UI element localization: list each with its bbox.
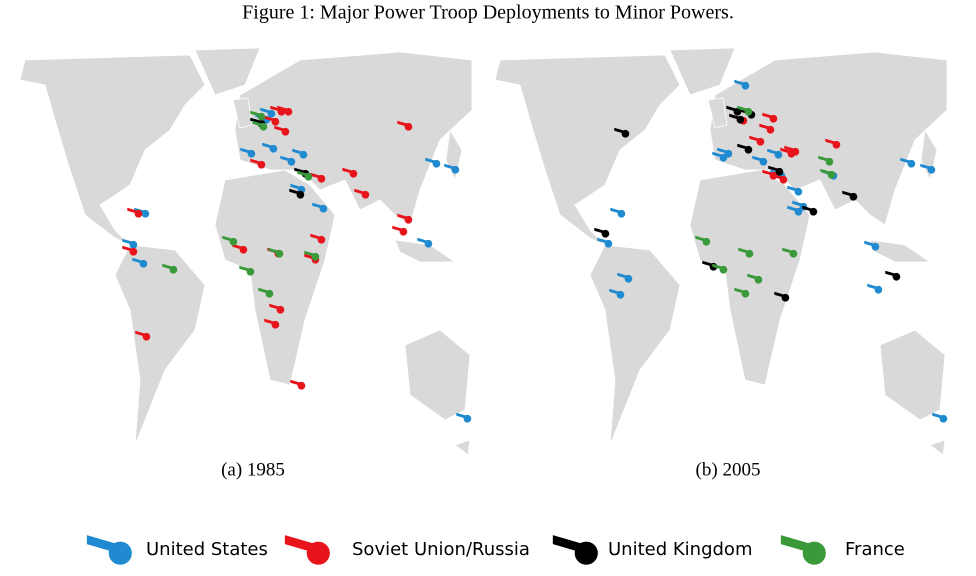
legend-label: United Kingdom	[608, 539, 752, 560]
deployment-marker	[456, 412, 472, 423]
figure-title: Figure 1: Major Power Troop Deployments …	[242, 2, 734, 24]
deployment-marker	[932, 412, 948, 423]
panel-caption: (b) 2005	[696, 459, 761, 480]
legend-icon	[552, 535, 598, 565]
legend: United States Soviet Union/Russia United K…	[86, 535, 905, 565]
map-panel	[494, 47, 948, 456]
deployment-marker	[867, 283, 883, 294]
panel-caption: (a) 1985	[221, 459, 285, 480]
legend-label: United States	[146, 539, 268, 560]
deployment-marker	[610, 207, 626, 218]
legend-label: Soviet Union/Russia	[352, 539, 530, 560]
legend-icon	[284, 535, 330, 565]
legend-icon	[780, 535, 826, 565]
deployment-marker	[290, 379, 306, 390]
legend-label: France	[845, 539, 905, 560]
deployment-marker	[392, 225, 408, 236]
legend-icon	[86, 535, 132, 565]
deployment-marker	[885, 270, 901, 281]
